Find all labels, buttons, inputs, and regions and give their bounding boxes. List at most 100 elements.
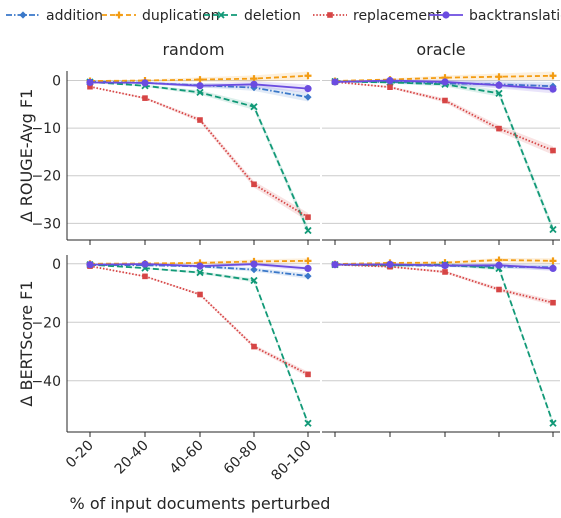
data-point-replacement (87, 83, 93, 90)
series-deletion (86, 78, 312, 235)
data-point-addition (304, 93, 312, 101)
legend-label-deletion: deletion (244, 8, 301, 24)
panel-random-row-1 (66, 255, 320, 437)
series-line-deletion (89, 263, 309, 424)
x-tick-label: 80-100 (268, 438, 314, 484)
data-point-replacement (496, 125, 502, 132)
data-point-backtranslation (549, 85, 557, 93)
data-point-replacement (197, 291, 203, 298)
data-point-replacement (142, 273, 148, 280)
y-tick-label: −10 (31, 121, 61, 137)
data-point-backtranslation (250, 260, 258, 268)
series-backtranslation (86, 78, 312, 93)
data-point-deletion (250, 276, 258, 285)
data-point-backtranslation (386, 76, 394, 85)
y-axis-label-row-0: Δ ROUGE-Avg F1 (17, 89, 36, 222)
x-tick-label: 40-60 (167, 438, 207, 478)
series-line-duplication (334, 259, 554, 265)
data-point-deletion (549, 225, 557, 234)
x-tick-label: 20-40 (112, 438, 152, 478)
data-point-deletion (250, 103, 258, 111)
data-point-replacement (550, 299, 556, 306)
panel-oracle-row-0 (322, 71, 560, 245)
data-point-duplication (196, 76, 204, 84)
x-tick-label: 60-80 (221, 438, 261, 478)
data-point-replacement (305, 371, 311, 378)
data-point-duplication (304, 257, 312, 265)
series-band-deletion (335, 81, 553, 234)
data-point-backtranslation (141, 79, 149, 87)
series-line-replacement (89, 85, 309, 218)
data-point-replacement (442, 97, 448, 104)
data-point-replacement (142, 95, 148, 101)
series-replacement (87, 83, 311, 222)
series-replacement (87, 263, 311, 378)
legend-marker-addition (19, 11, 27, 19)
data-point-backtranslation (331, 261, 339, 269)
legend-label-addition: addition (46, 8, 103, 24)
series-line-duplication (89, 74, 309, 82)
data-point-replacement (251, 343, 257, 350)
data-point-addition (250, 266, 258, 274)
series-line-duplication (334, 74, 554, 82)
panel-title-random: random (162, 40, 224, 59)
data-point-replacement (251, 181, 257, 188)
series-deletion (331, 261, 557, 427)
legend-marker-backtranslation (442, 11, 450, 19)
data-point-addition (304, 272, 312, 280)
series-deletion (86, 261, 312, 427)
y-tick-label: −20 (31, 169, 61, 185)
data-point-backtranslation (304, 264, 312, 273)
legend-label-replacement: replacement (353, 8, 442, 24)
data-point-backtranslation (141, 260, 149, 268)
x-tick-label: 0-20 (63, 438, 97, 472)
legend-item-deletion: deletion (204, 8, 301, 24)
data-point-deletion (495, 89, 503, 98)
series-line-replacement (89, 265, 309, 376)
data-point-backtranslation (386, 260, 394, 268)
data-point-backtranslation (331, 78, 339, 86)
data-point-replacement (305, 214, 311, 220)
series-line-deletion (89, 81, 309, 231)
axis-labels: random oracle Δ ROUGE-Avg F1 Δ BERTScore F1… (17, 40, 466, 513)
data-point-replacement (550, 147, 556, 154)
data-point-replacement (197, 117, 203, 123)
series-band-deletion (335, 263, 553, 426)
series-backtranslation (331, 260, 557, 273)
data-point-replacement (442, 269, 448, 275)
series-line-deletion (334, 263, 554, 424)
data-point-deletion (549, 419, 557, 427)
panels (66, 71, 560, 437)
data-point-deletion (196, 88, 204, 97)
data-point-deletion (304, 419, 312, 427)
data-point-backtranslation (196, 262, 204, 270)
panel-random-row-0 (66, 71, 320, 245)
data-point-backtranslation (250, 80, 258, 88)
series-line-deletion (334, 80, 554, 230)
panel-oracle-row-1 (322, 256, 560, 437)
legend-item-replacement: replacement (313, 8, 442, 24)
y-axis-label-row-1: Δ BERTScore F1 (17, 280, 36, 406)
series-band-replacement (90, 266, 308, 377)
data-point-duplication (549, 257, 557, 265)
legend: addition duplication deletion replacement ba… (6, 8, 561, 24)
data-point-replacement (496, 286, 502, 293)
legend-marker-duplication (115, 11, 123, 19)
panel-title-oracle: oracle (416, 40, 465, 59)
y-tick-label: −20 (31, 315, 61, 331)
x-axis-label: % of input documents perturbed (70, 494, 331, 513)
series-band-deletion (90, 81, 308, 235)
data-point-duplication (495, 73, 503, 81)
data-point-backtranslation (86, 78, 94, 87)
series-band-deletion (90, 264, 308, 426)
y-tick-label: −40 (31, 374, 61, 390)
legend-item-addition: addition (6, 8, 103, 24)
legend-marker-replacement (327, 12, 333, 18)
y-tick-label: −30 (31, 216, 61, 232)
data-point-backtranslation (495, 81, 503, 89)
legend-label-backtranslation: backtranslation (469, 8, 561, 24)
legend-item-backtranslation: backtranslation (429, 8, 561, 24)
data-point-backtranslation (441, 261, 449, 270)
data-point-backtranslation (304, 85, 312, 93)
